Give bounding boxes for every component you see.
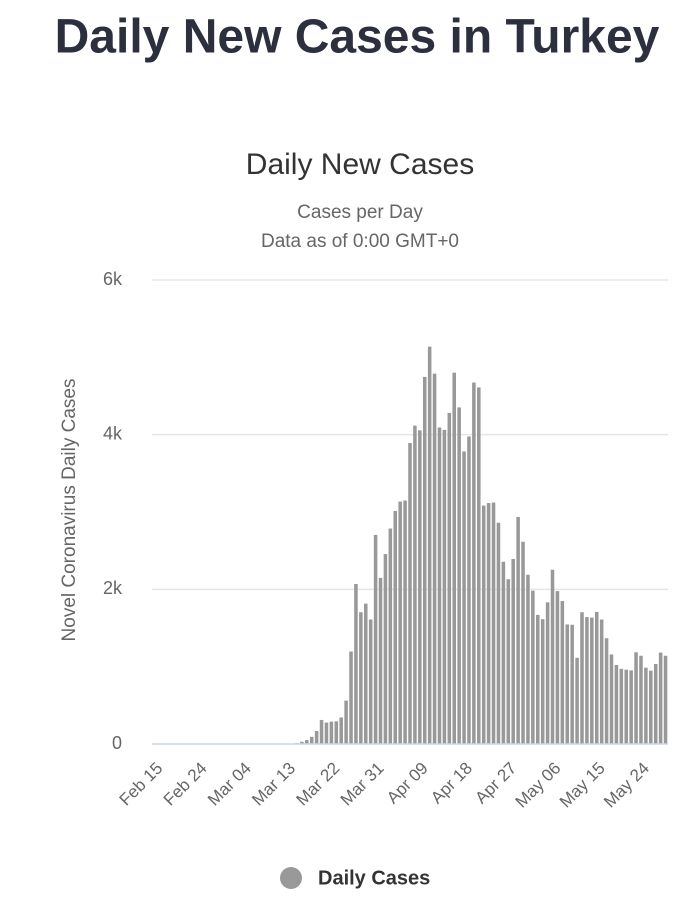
legend-label: Daily Cases [318,867,430,889]
bar [501,561,506,744]
x-tick-label: May 15 [556,759,609,812]
bar [437,427,442,744]
bar [329,721,334,744]
bar [393,510,398,744]
bar [344,700,348,744]
bar [585,617,589,744]
y-tick-label: 0 [112,733,122,753]
bar [560,601,565,744]
bar [565,624,570,744]
y-tick-label: 6k [103,269,123,289]
bar [658,652,663,744]
bar [467,436,471,744]
bar [373,534,378,744]
bar [319,719,324,744]
bar [491,502,496,744]
x-tick-label: Apr 18 [427,759,476,808]
bar [398,501,402,744]
bar [339,717,343,744]
bar [540,619,545,744]
bar [653,663,658,744]
bar [604,638,609,744]
x-tick-label: May 06 [512,759,565,812]
bar [580,612,584,744]
legend-marker [280,867,302,889]
bar [590,617,594,744]
bar [418,430,422,744]
bar [408,443,412,744]
bar [516,516,520,744]
bar [521,541,525,744]
bar [359,612,363,744]
chart-subtitle: Cases per Day [297,202,423,223]
bar [536,614,540,744]
bar [663,655,668,744]
bar [368,619,373,744]
x-tick-label: Mar 31 [337,759,388,810]
bar [481,505,486,744]
bar [550,569,555,744]
bar [452,372,456,744]
x-tick-label: Apr 09 [383,759,432,808]
bar [570,624,574,744]
bar [364,603,368,744]
y-tick-label: 2k [103,578,123,598]
bar [644,667,648,744]
bar [486,503,491,744]
bar [649,670,653,744]
bar [378,577,383,744]
bar [403,500,407,744]
bar [413,425,417,744]
x-tick-label: May 24 [600,759,653,812]
x-tick-label: Feb 15 [116,759,167,810]
bar [629,670,633,744]
bar [575,657,579,744]
bar [639,655,643,744]
bar [599,619,604,744]
bar [383,554,388,744]
chart-subtitle: Data as of 0:00 GMT+0 [261,231,459,252]
bar [462,451,466,744]
bar [594,611,599,744]
x-tick-label: Feb 24 [160,759,211,810]
bar [354,583,358,744]
bar [300,741,304,744]
bar [555,591,560,744]
bar [545,602,550,744]
bar [442,429,447,744]
bar [349,651,353,744]
y-axis-label: Novel Coronavirus Daily Cases [59,379,80,642]
bar [531,590,535,744]
bar [477,387,481,744]
page-title: Daily New Cases in Turkey [55,11,660,64]
bar [511,559,515,744]
bar [305,740,309,744]
bar [496,522,501,744]
bar [634,652,638,744]
bar [314,731,319,744]
bar [526,574,530,744]
bar [427,346,432,744]
bar [432,373,437,744]
bar [609,654,614,744]
bar [506,579,511,744]
x-tick-label: Mar 13 [248,759,299,810]
bar [457,407,461,744]
bar [614,664,619,744]
y-tick-label: 4k [103,423,123,443]
chart-title: Daily New Cases [246,148,474,181]
bar [388,528,393,744]
bar [334,721,339,744]
bar [324,722,329,744]
bar [472,382,476,744]
bar [309,736,314,744]
bar [624,669,628,744]
x-tick-label: Mar 22 [293,759,344,810]
bar [447,412,452,744]
x-tick-label: Mar 04 [204,759,255,810]
bar [422,376,427,744]
bar [619,668,624,744]
